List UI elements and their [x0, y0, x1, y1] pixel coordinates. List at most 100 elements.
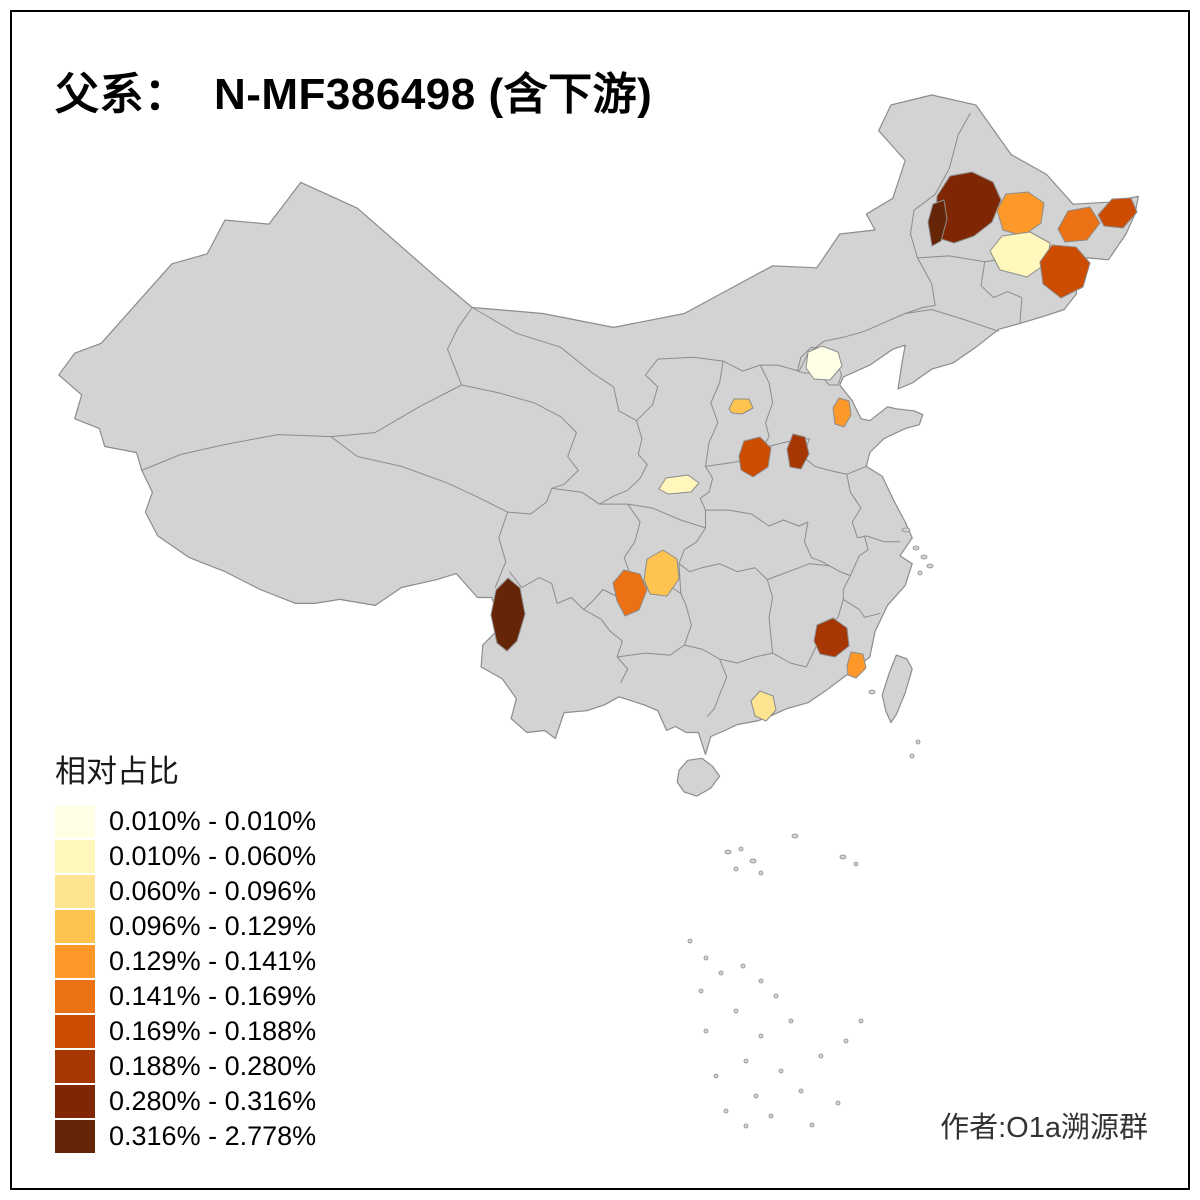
island-dot [791, 833, 799, 839]
legend-item: 0.129% - 0.141% [55, 945, 316, 978]
province-border [766, 579, 774, 654]
region-central-1 [738, 436, 772, 478]
figure-title: 父系： N-MF386498 (含下游) [55, 70, 653, 119]
island-dot [740, 963, 746, 969]
legend-label: 0.316% - 2.778% [109, 1121, 317, 1151]
region-southeast-2 [846, 651, 867, 679]
legend-swatch [55, 910, 95, 943]
legend-item: 0.060% - 0.096% [55, 875, 316, 908]
legend-label: 0.010% - 0.060% [109, 841, 317, 871]
island-dot [809, 1122, 815, 1128]
province-border [551, 432, 579, 489]
islands-layer [687, 527, 934, 1129]
legend-label: 0.010% - 0.010% [109, 806, 317, 836]
taiwan-island [881, 654, 913, 724]
legend-label: 0.141% - 0.169% [109, 981, 317, 1011]
province-border [910, 112, 971, 306]
province-border [461, 384, 577, 433]
island-dot [912, 545, 920, 551]
island-dot [798, 1088, 804, 1094]
island-dot [687, 938, 693, 944]
legend-item: 0.141% - 0.169% [55, 980, 316, 1013]
legend-swatch [55, 1050, 95, 1083]
province-border [330, 436, 508, 513]
legend-label: 0.060% - 0.096% [109, 876, 317, 906]
island-dot [839, 854, 847, 860]
region-ne-3 [996, 191, 1045, 237]
island-dot [858, 1018, 864, 1024]
province-border [678, 527, 830, 581]
mainland [58, 94, 1139, 755]
region-southwest-2 [643, 549, 680, 597]
island-dot [843, 1038, 849, 1044]
province-border [843, 598, 881, 618]
province-border [599, 420, 648, 505]
province-borders-layer [141, 112, 1074, 717]
province-border [141, 384, 462, 471]
legend-swatch [55, 1120, 95, 1153]
hainan-island [676, 757, 721, 797]
island-dot [753, 1093, 759, 1099]
province-border [617, 563, 692, 658]
region-north-2 [728, 398, 754, 415]
island-dot [853, 861, 859, 867]
island-dot [724, 849, 732, 855]
legend-label: 0.280% - 0.316% [109, 1086, 317, 1116]
legend-item: 0.169% - 0.188% [55, 1015, 316, 1048]
island-dot [758, 978, 764, 984]
legend-swatch [55, 805, 95, 838]
island-dot [758, 870, 764, 876]
island-dot [758, 1033, 764, 1039]
province-border [705, 509, 809, 527]
legend-label: 0.188% - 0.280% [109, 1051, 317, 1081]
region-central-3 [658, 474, 700, 495]
legend: 相对占比 0.010% - 0.010% 0.010% - 0.060% 0.060… [55, 746, 316, 1155]
province-border [705, 361, 724, 467]
legend-swatch [55, 980, 95, 1013]
province-border [849, 535, 869, 576]
legend-item: 0.188% - 0.280% [55, 1050, 316, 1083]
province-border [583, 608, 629, 684]
region-south-1 [750, 690, 777, 722]
island-dot [738, 846, 744, 852]
island-dot [909, 753, 915, 759]
legend-swatch [55, 1015, 95, 1048]
island-dot [743, 1058, 749, 1064]
island-dot [835, 1100, 841, 1106]
region-southeast-1 [813, 617, 850, 658]
legend-title: 相对占比 [55, 754, 179, 789]
province-border [684, 644, 807, 668]
highlighted-regions-layer [490, 171, 1138, 722]
province-border [980, 261, 1023, 324]
legend-items: 0.010% - 0.010% 0.010% - 0.060% 0.060% - 0… [55, 805, 316, 1153]
region-ne-2 [927, 199, 948, 247]
island-dot [703, 1028, 709, 1034]
island-dot [920, 554, 928, 560]
province-border [905, 309, 999, 332]
province-border [759, 364, 774, 449]
island-dot [768, 1113, 774, 1119]
province-border [706, 658, 728, 717]
province-border [494, 511, 509, 588]
region-north-3 [832, 397, 852, 428]
island-dot [788, 1018, 794, 1024]
region-ne-6 [1057, 206, 1101, 243]
island-dot [733, 866, 739, 872]
legend-item: 0.096% - 0.129% [55, 910, 316, 943]
province-border [509, 571, 637, 610]
island-dot [733, 1008, 739, 1014]
island-dot [773, 993, 779, 999]
island-dot [703, 955, 709, 961]
island-dot [917, 570, 923, 576]
island-dot [926, 563, 934, 569]
island-dot [713, 1073, 719, 1079]
island-dot [723, 1108, 729, 1114]
legend-item: 0.316% - 2.778% [55, 1120, 316, 1153]
legend-swatch [55, 875, 95, 908]
attribution: 作者:O1a溯源群 [940, 1112, 1148, 1144]
region-central-2 [786, 433, 810, 470]
legend-item: 0.010% - 0.010% [55, 805, 316, 838]
map-base-layer [58, 94, 1139, 797]
